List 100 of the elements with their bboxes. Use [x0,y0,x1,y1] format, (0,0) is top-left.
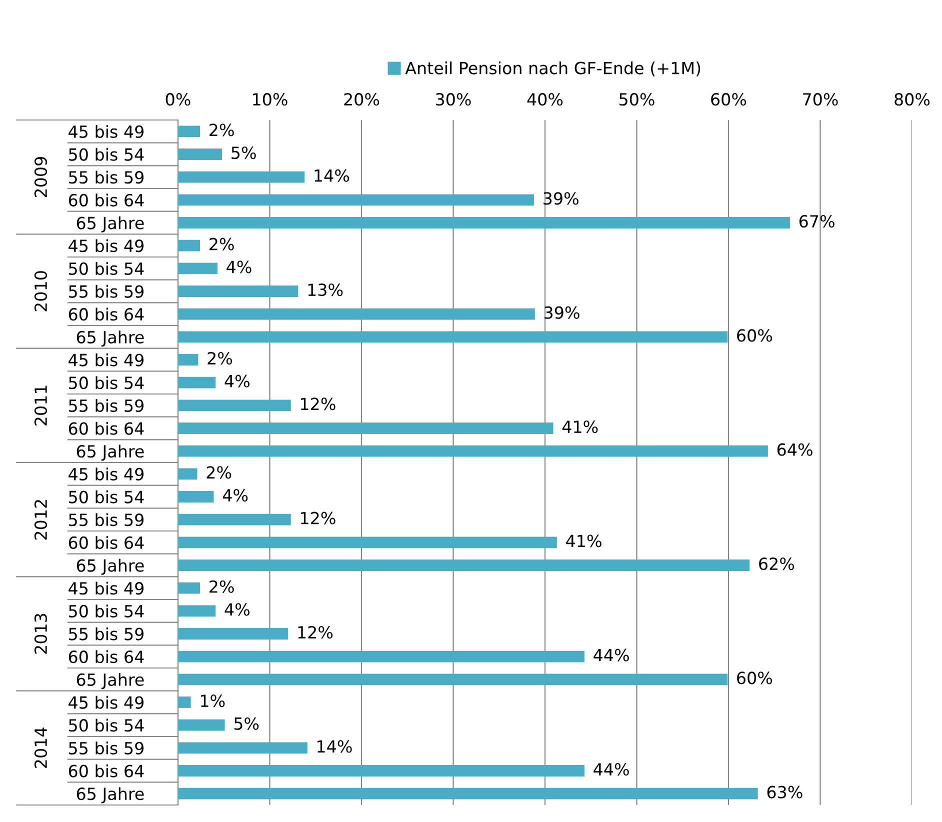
y-tick-label: 65 Jahre [76,330,144,347]
data-label: 41% [562,420,598,434]
legend-label: Anteil Pension nach GF-Ende (+1M) [405,61,700,76]
y-tick-label: 45 bis 49 [68,582,144,595]
data-label: 44% [594,762,629,776]
bar [178,468,198,480]
bar [178,788,758,800]
y-tick-label: 55 bis 59 [69,399,144,412]
x-tick-label: 20% [344,93,380,106]
bar [178,240,200,252]
data-label: 2% [206,466,232,479]
data-label: 1% [201,694,225,708]
y-tick-label: 45 bis 49 [68,125,144,138]
x-tick-label: 50% [620,93,654,106]
bar [178,650,584,662]
y-tick-label: 50 bis 54 [69,718,144,732]
data-label: 60% [737,672,772,684]
data-label: 67% [799,214,834,228]
y-tick-label: 45 bis 49 [68,468,144,480]
y-tick-label: 50 bis 54 [69,376,144,390]
bar [178,126,200,138]
data-label: 5% [232,146,256,160]
y-tick-label: 60 bis 64 [68,764,144,778]
y-tick-label: 60 bis 64 [68,422,144,435]
data-label: 64% [777,443,812,456]
bar [178,171,305,183]
data-label: 4% [224,374,250,388]
y-tick-label: 60 bis 64 [68,536,144,549]
y-tick-label: 50 bis 54 [69,490,144,504]
bar [178,765,584,776]
x-tick-label: 40% [527,93,563,106]
bar [178,696,191,708]
bar [178,422,554,434]
bar [178,376,216,388]
y-tick-label: 55 bis 59 [69,627,144,640]
data-label: 44% [594,648,629,662]
text: 2010 [34,271,48,312]
bar [178,582,200,594]
data-label: 12% [301,398,336,410]
y-tick-label: 60 bis 64 [68,308,144,321]
bar [178,742,308,754]
y-tick-label: 45 bis 49 [68,696,144,709]
data-label: 12% [298,626,333,639]
data-label: 14% [318,740,352,753]
y-tick-label: 60 bis 64 [68,650,144,664]
x-tick-label: 10% [253,93,288,106]
text: 2012 [34,500,48,540]
y-tick-label: 65 Jahre [76,216,144,232]
y-tick-label: 65 Jahre [76,444,144,461]
data-label: 39% [544,192,578,205]
bar [178,514,291,526]
text: 2013 [34,614,48,654]
data-label: 39% [544,306,580,319]
text: 2009 [34,157,48,198]
x-tick-label: 60% [711,93,746,106]
y-tick-label: 55 bis 59 [69,513,144,526]
y-tick-label: 65 Jahre [76,673,144,690]
bar [178,286,298,297]
text: 2011 [34,386,48,426]
data-label: 4% [222,488,248,502]
bar [178,719,225,731]
bar [178,674,728,686]
y-tick-label: 55 bis 59 [69,742,144,754]
y-tick-label: 55 bis 59 [69,170,144,184]
bar [178,400,291,412]
bar [178,331,728,343]
x-tick-label: 0% [166,93,190,106]
data-label: 14% [314,169,350,182]
data-label: 60% [737,329,772,342]
data-label: 2% [208,352,232,365]
bar [178,354,198,366]
data-label: 2% [210,124,234,136]
data-label: 63% [767,786,802,798]
y-tick-label: 65 Jahre [76,558,144,575]
y-tick-label: 60 bis 64 [68,194,144,206]
y-tick-label: 50 bis 54 [69,148,144,161]
bar [178,560,750,571]
bar [178,148,222,160]
x-tick-label: 80% [894,93,930,106]
x-tick-label: 70% [803,93,838,106]
y-tick-label: 45 bis 49 [68,239,144,252]
bar [178,194,534,206]
y-tick-label: 65 Jahre [76,787,144,804]
data-label: 12% [301,512,336,524]
data-label: 2% [210,238,234,250]
data-label: 4% [224,603,250,616]
bar [178,628,288,640]
bar [178,445,768,457]
bar [178,262,218,274]
bar [178,217,790,228]
data-label: 62% [759,557,794,570]
data-label: 4% [226,260,252,274]
data-label: 13% [308,283,343,296]
y-tick-label: 50 bis 54 [69,604,144,618]
x-tick-label: 30% [436,93,471,106]
data-label: 2% [210,580,234,593]
data-label: 41% [566,534,602,548]
bar [178,308,535,320]
data-label: 5% [234,717,259,730]
y-tick-label: 55 bis 59 [69,284,144,298]
